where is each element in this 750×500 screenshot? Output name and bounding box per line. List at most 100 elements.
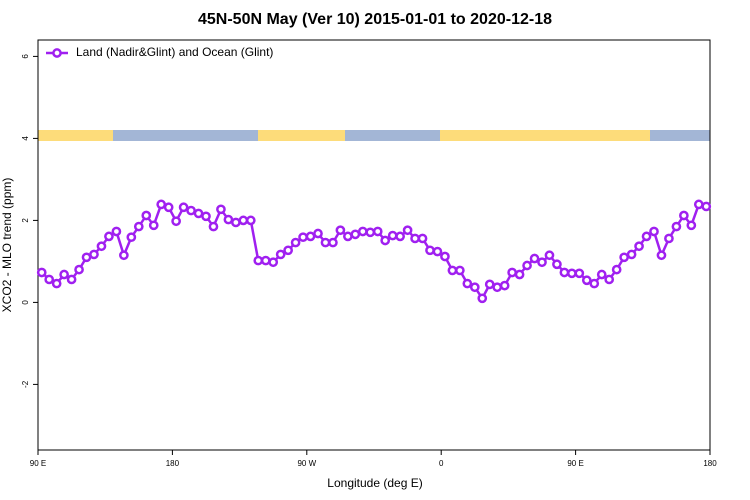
x-tick-label: 0: [439, 459, 444, 468]
point: [522, 260, 532, 271]
point: [357, 226, 368, 237]
point: [417, 233, 428, 244]
point: [208, 221, 219, 232]
point: [447, 265, 458, 276]
point: [350, 229, 361, 240]
point: [507, 267, 517, 278]
point: [313, 228, 323, 239]
point: [126, 232, 137, 243]
y-tick-label: 0: [21, 300, 30, 305]
point: [298, 232, 308, 243]
point: [51, 278, 62, 289]
map-strip: [38, 130, 710, 141]
y-tick-label: -2: [21, 380, 30, 388]
point: [253, 255, 264, 266]
point: [455, 265, 465, 276]
point: [701, 201, 712, 212]
point: [679, 210, 689, 221]
point: [499, 280, 510, 291]
point: [432, 246, 443, 257]
y-tick-label: 6: [21, 54, 30, 59]
point: [186, 205, 196, 216]
point: [611, 264, 622, 275]
point: [163, 202, 174, 213]
point: [305, 231, 316, 242]
point: [260, 255, 271, 266]
point: [275, 249, 286, 260]
point: [581, 275, 592, 286]
point: [223, 214, 234, 225]
y-tick-label: 4: [21, 136, 30, 141]
point: [484, 279, 495, 290]
point: [335, 225, 346, 236]
x-tick-label: 90 E: [30, 459, 46, 468]
point: [477, 293, 488, 304]
point: [216, 204, 226, 215]
point: [462, 278, 473, 289]
point: [693, 199, 704, 210]
point: [641, 231, 652, 242]
point: [74, 264, 84, 275]
point: [89, 249, 99, 260]
point: [96, 241, 107, 252]
point: [44, 274, 55, 285]
point: [111, 226, 122, 237]
point: [395, 231, 405, 242]
point: [133, 221, 144, 232]
point: [156, 199, 167, 210]
point: [36, 267, 47, 278]
point: [141, 210, 152, 221]
point: [343, 231, 353, 242]
x-tick-label: 180: [166, 459, 180, 468]
point: [559, 267, 570, 278]
plot-frame: [37, 39, 711, 451]
point: [402, 225, 413, 236]
point: [410, 233, 420, 244]
point: [290, 237, 301, 248]
point: [567, 268, 577, 279]
point: [193, 208, 204, 219]
point: [81, 252, 92, 263]
point: [440, 251, 450, 262]
point: [514, 269, 525, 280]
point: [66, 274, 77, 285]
point: [425, 245, 435, 256]
point: [119, 250, 129, 261]
point: [387, 230, 398, 241]
point: [328, 237, 338, 248]
point: [596, 269, 607, 280]
x-tick-label: 90 W: [297, 459, 316, 468]
point: [544, 250, 555, 261]
chart-title: 45N-50N May (Ver 10) 2015-01-01 to 2020-…: [198, 11, 552, 28]
point: [365, 227, 376, 238]
point: [574, 268, 585, 279]
point: [626, 249, 637, 260]
point: [245, 215, 256, 226]
x-tick-label: 180: [703, 459, 717, 468]
point: [589, 278, 600, 289]
point: [283, 245, 293, 256]
legend-marker: [52, 48, 62, 58]
point: [634, 241, 644, 252]
point: [619, 252, 629, 263]
point: [238, 215, 249, 226]
point: [671, 221, 682, 232]
y-tick-label: 2: [21, 218, 30, 223]
point: [686, 220, 697, 231]
point: [231, 217, 241, 228]
point: [529, 253, 540, 264]
point: [320, 237, 331, 248]
y-axis-label: XCO2 - MLO trend (ppm): [0, 178, 14, 313]
point: [268, 257, 279, 268]
point: [178, 202, 189, 213]
point: [537, 257, 547, 268]
x-tick-label: 90 E: [567, 459, 583, 468]
point: [201, 211, 211, 222]
point: [664, 233, 674, 244]
point: [148, 220, 159, 231]
point: [552, 259, 562, 270]
x-axis-label: Longitude (deg E): [327, 476, 422, 490]
point: [604, 274, 615, 285]
series-line: [40, 202, 707, 301]
